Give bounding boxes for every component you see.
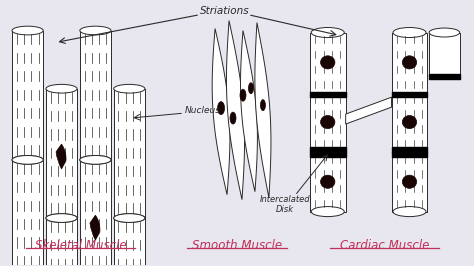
Bar <box>80 31 111 160</box>
Text: Smooth Muscle: Smooth Muscle <box>192 239 282 252</box>
Bar <box>46 89 77 218</box>
Text: Striations: Striations <box>200 6 250 16</box>
Polygon shape <box>346 97 392 124</box>
Ellipse shape <box>320 56 335 69</box>
Ellipse shape <box>402 115 417 129</box>
Ellipse shape <box>12 156 43 164</box>
Ellipse shape <box>80 26 111 35</box>
Text: Intercalated
Disk: Intercalated Disk <box>260 195 310 214</box>
Ellipse shape <box>393 27 426 38</box>
Ellipse shape <box>46 214 77 222</box>
Ellipse shape <box>402 56 417 69</box>
Bar <box>392 152 428 211</box>
Bar <box>392 92 428 152</box>
Text: Skeletal Muscle: Skeletal Muscle <box>35 239 126 252</box>
Ellipse shape <box>80 156 111 164</box>
Ellipse shape <box>46 214 77 222</box>
Text: Cardiac Muscle: Cardiac Muscle <box>340 239 429 252</box>
Bar <box>310 32 346 92</box>
Ellipse shape <box>248 83 254 94</box>
Ellipse shape <box>402 175 417 188</box>
Ellipse shape <box>114 214 145 222</box>
Ellipse shape <box>114 84 145 93</box>
PathPatch shape <box>227 20 245 200</box>
Ellipse shape <box>218 102 225 115</box>
PathPatch shape <box>255 23 271 198</box>
Ellipse shape <box>311 27 344 38</box>
PathPatch shape <box>90 215 100 240</box>
Ellipse shape <box>12 26 43 35</box>
Ellipse shape <box>114 214 145 222</box>
Bar <box>114 89 145 218</box>
Ellipse shape <box>320 115 335 129</box>
Text: Nucleus: Nucleus <box>185 106 221 115</box>
Bar <box>429 32 460 74</box>
PathPatch shape <box>240 31 257 192</box>
Bar <box>310 152 346 211</box>
Bar <box>12 160 43 266</box>
Ellipse shape <box>260 100 265 111</box>
Bar <box>12 31 43 160</box>
Bar <box>310 92 346 152</box>
Ellipse shape <box>311 207 344 217</box>
Bar <box>46 218 77 266</box>
Ellipse shape <box>320 175 335 188</box>
Ellipse shape <box>429 28 460 37</box>
Bar <box>114 218 145 266</box>
Bar <box>80 160 111 266</box>
Ellipse shape <box>46 84 77 93</box>
Ellipse shape <box>12 156 43 164</box>
Ellipse shape <box>230 112 236 124</box>
PathPatch shape <box>212 28 230 195</box>
Bar <box>392 32 428 92</box>
PathPatch shape <box>56 144 66 169</box>
Ellipse shape <box>240 89 246 101</box>
Ellipse shape <box>80 156 111 164</box>
Ellipse shape <box>393 207 426 217</box>
